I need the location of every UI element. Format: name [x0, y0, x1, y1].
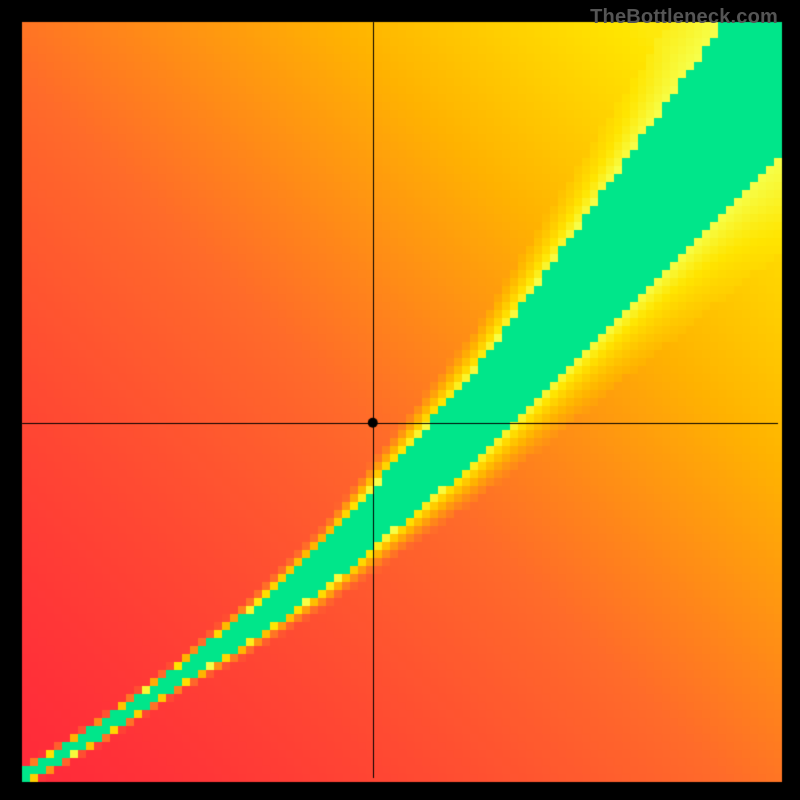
crosshair-overlay: [0, 0, 800, 800]
watermark-text: TheBottleneck.com: [590, 6, 778, 29]
chart-container: { "watermark": { "text": "TheBottleneck.…: [0, 0, 800, 800]
